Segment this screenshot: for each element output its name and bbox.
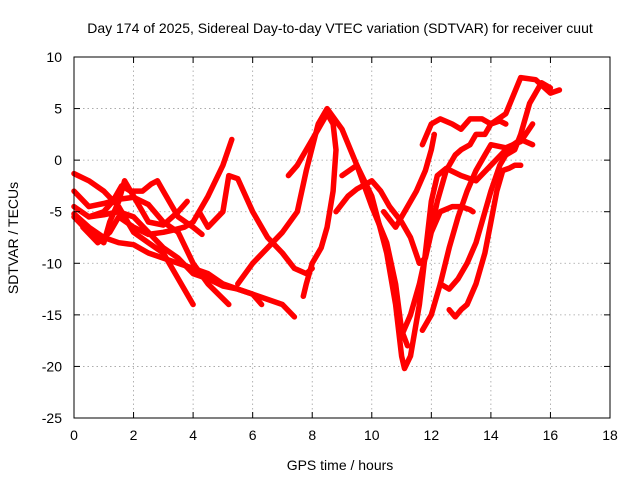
axis-ticks <box>73 56 611 419</box>
series-arc-8 <box>196 172 315 277</box>
x-axis-label: GPS time / hours <box>287 457 394 473</box>
x-tick-label: 14 <box>483 427 499 443</box>
series-arc-13 <box>380 131 438 230</box>
x-tick-label: 10 <box>364 427 380 443</box>
x-tick-label: 12 <box>424 427 440 443</box>
series-arc-17 <box>437 80 554 292</box>
series-arc-6 <box>86 178 205 238</box>
x-tick-label: 6 <box>249 427 257 443</box>
grid-lines <box>74 57 610 418</box>
y-axis-label: SDTVAR / TECUs <box>5 182 21 294</box>
plot-frame <box>73 56 611 419</box>
x-tick-labels: 0 2 4 6 8 10 12 14 16 18 <box>70 427 618 443</box>
x-tick-label: 8 <box>308 427 316 443</box>
y-tick-label: -15 <box>42 307 62 323</box>
series-arc-1 <box>71 170 196 308</box>
data-series <box>71 74 563 372</box>
x-tick-label: 0 <box>70 427 78 443</box>
x-tick-label: 18 <box>602 427 618 443</box>
series-arc-4 <box>71 211 298 320</box>
series-arc-10 <box>285 110 339 300</box>
series-arc-16 <box>419 74 563 148</box>
series-arc-18 <box>446 162 524 320</box>
series-arc-15 <box>419 121 536 334</box>
y-tick-label: 10 <box>46 49 62 65</box>
y-tick-labels: -25 -20 -15 -10 -5 0 5 10 <box>42 49 62 426</box>
y-tick-label: -10 <box>42 255 62 271</box>
y-tick-label: -25 <box>42 410 62 426</box>
x-tick-label: 16 <box>543 427 559 443</box>
series-arc-7 <box>80 136 235 246</box>
x-tick-label: 2 <box>130 427 138 443</box>
y-tick-label: 5 <box>54 101 62 117</box>
series-arc-9 <box>235 105 411 349</box>
chart-title: Day 174 of 2025, Sidereal Day-to-day VTE… <box>87 20 593 36</box>
y-tick-label: -20 <box>42 358 62 374</box>
x-tick-label: 4 <box>189 427 197 443</box>
series-arc-12 <box>333 178 476 267</box>
y-tick-label: 0 <box>54 152 62 168</box>
y-tick-label: -5 <box>50 204 63 220</box>
